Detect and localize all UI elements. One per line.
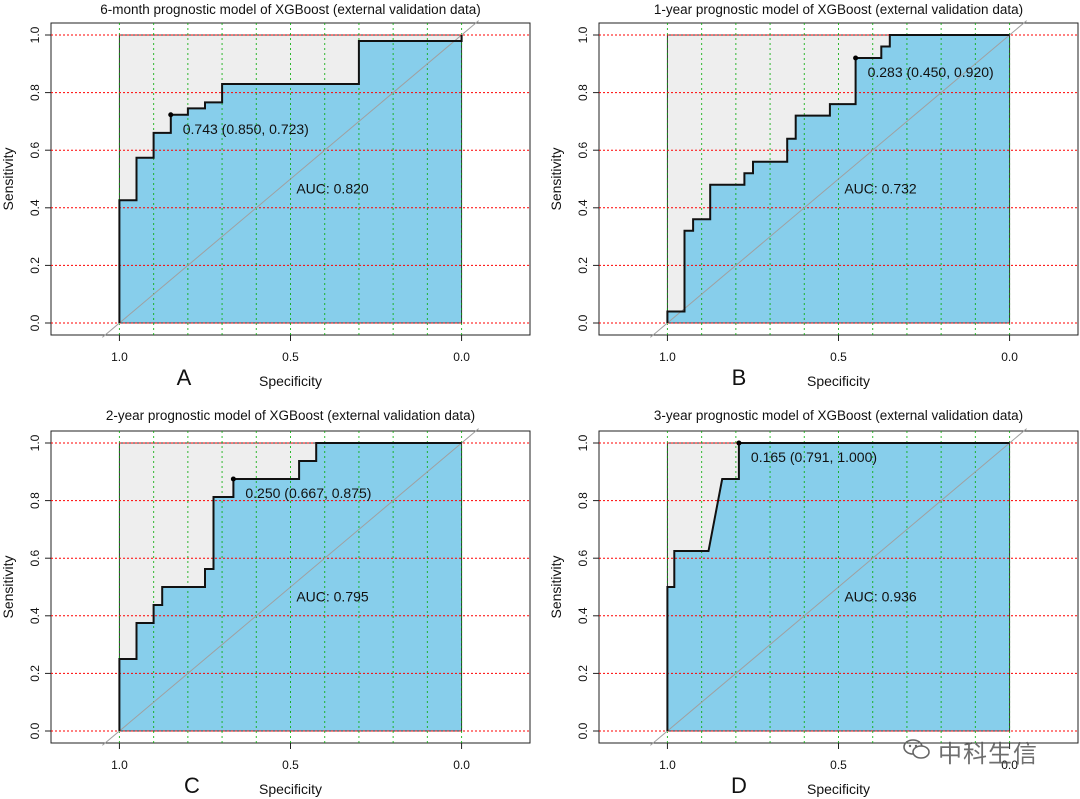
y-tick-label: 0.6	[576, 550, 590, 567]
chart-title: 1-year prognostic model of XGBoost (exte…	[654, 2, 1023, 17]
panel-letter: A	[177, 365, 192, 390]
y-tick-label: 0.8	[28, 492, 42, 509]
y-axis-title: Sensitivity	[548, 147, 564, 210]
roc-curve	[118, 35, 463, 323]
roc-curve	[666, 34, 1010, 323]
diagonal-line	[101, 428, 480, 746]
y-tick-label: 0.8	[28, 84, 42, 101]
x-axis-title: Specificity	[807, 373, 870, 389]
x-tick-label: 1.0	[659, 350, 676, 364]
panel-letter: B	[732, 365, 747, 390]
x-tick-label: 0.5	[830, 350, 847, 364]
y-tick-label: 0.6	[576, 142, 590, 159]
y-tick-label: 0.2	[576, 665, 590, 682]
x-tick-label: 1.0	[111, 350, 128, 364]
diagonal-line	[101, 20, 480, 338]
x-tick-label: 1.0	[659, 758, 676, 772]
y-tick-label: 1.0	[28, 434, 42, 451]
x-tick-label: 0.5	[282, 758, 299, 772]
y-tick-label: 0.6	[28, 142, 42, 159]
panel-d: 0.165 (0.791, 1.000) AUC: 0.936 3-year pro…	[548, 408, 1079, 798]
best-point	[230, 476, 236, 482]
threshold-label: 0.250 (0.667, 0.875)	[245, 485, 371, 501]
panel-c: 0.250 (0.667, 0.875) AUC: 0.795 2-year pro…	[0, 408, 531, 798]
x-tick-label: 0.0	[453, 350, 470, 364]
y-tick-label: 0.2	[28, 257, 42, 274]
diagonal-line	[649, 20, 1028, 338]
y-tick-label: 1.0	[576, 26, 590, 43]
x-tick-label: 0.0	[453, 758, 470, 772]
y-tick-label: 0.0	[28, 722, 42, 739]
y-tick-label: 0.2	[28, 665, 42, 682]
threshold-label: 0.743 (0.850, 0.723)	[183, 121, 309, 137]
y-tick-label: 1.0	[576, 434, 590, 451]
x-tick-label: 0.5	[282, 350, 299, 364]
y-tick-label: 1.0	[28, 26, 42, 43]
threshold-label: 0.283 (0.450, 0.920)	[868, 64, 994, 80]
roc-curve	[666, 442, 1010, 731]
roc-curve	[118, 442, 462, 731]
x-tick-label: 0.0	[1001, 350, 1018, 364]
y-axis-title: Sensitivity	[548, 555, 564, 618]
best-point	[853, 55, 859, 61]
panel-a: 0.743 (0.850, 0.723) AUC: 0.820 6-month pr…	[0, 2, 531, 390]
y-axis-title: Sensitivity	[0, 555, 16, 618]
best-point	[168, 112, 174, 118]
y-tick-label: 0.8	[576, 492, 590, 509]
x-axis-title: Specificity	[807, 781, 870, 797]
chart-title: 2-year prognostic model of XGBoost (exte…	[106, 408, 475, 423]
panel-letter: C	[184, 773, 200, 798]
x-tick-label: 1.0	[111, 758, 128, 772]
auc-label: AUC: 0.795	[296, 588, 369, 604]
y-axis-title: Sensitivity	[0, 147, 16, 210]
chart-title: 6-month prognostic model of XGBoost (ext…	[100, 2, 480, 17]
auc-label: AUC: 0.732	[844, 180, 917, 196]
y-tick-label: 0.4	[28, 199, 42, 216]
y-tick-label: 0.0	[28, 314, 42, 331]
y-tick-label: 0.2	[576, 257, 590, 274]
chart-title: 3-year prognostic model of XGBoost (exte…	[654, 408, 1023, 423]
y-tick-label: 0.0	[576, 722, 590, 739]
y-tick-label: 0.6	[28, 550, 42, 567]
auc-label: AUC: 0.820	[296, 180, 369, 196]
y-tick-label: 0.0	[576, 314, 590, 331]
watermark: 中科生信	[938, 740, 1038, 768]
y-tick-label: 0.4	[576, 199, 590, 216]
panel-b: 0.283 (0.450, 0.920) AUC: 0.732 1-year pro…	[548, 2, 1079, 390]
x-tick-label: 0.5	[830, 758, 847, 772]
x-tick-label: 0.0	[1001, 758, 1018, 772]
y-tick-label: 0.4	[28, 607, 42, 624]
best-point	[736, 440, 742, 446]
wechat-icon	[903, 739, 930, 759]
x-axis-title: Specificity	[259, 781, 322, 797]
y-tick-label: 0.8	[576, 84, 590, 101]
x-axis-title: Specificity	[259, 373, 322, 389]
y-tick-label: 0.4	[576, 607, 590, 624]
auc-label: AUC: 0.936	[844, 588, 917, 604]
threshold-label: 0.165 (0.791, 1.000)	[751, 449, 877, 465]
panel-letter: D	[731, 773, 747, 798]
diagonal-line	[649, 428, 1028, 746]
